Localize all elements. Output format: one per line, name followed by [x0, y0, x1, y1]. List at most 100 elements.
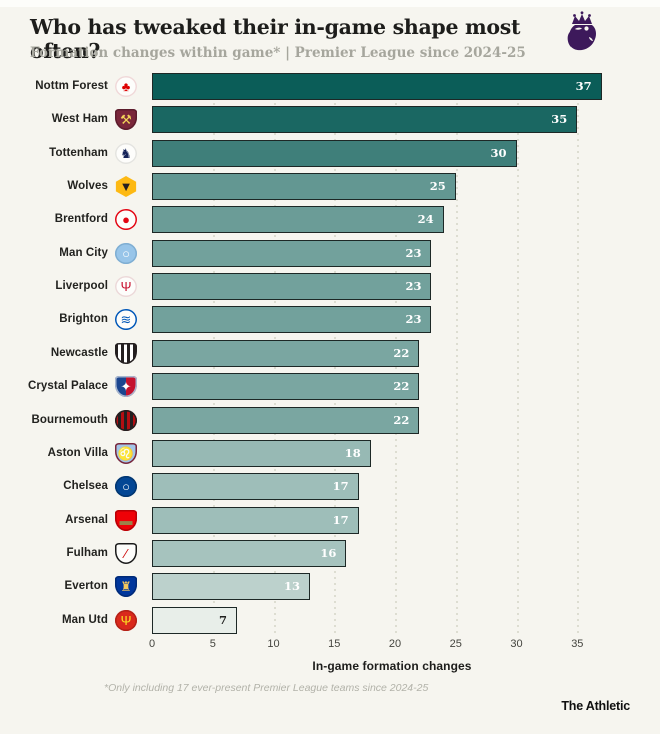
team-row: Everton ♜ 13 [0, 573, 660, 601]
x-tick-10: 10 [267, 638, 280, 650]
bar: 17 [152, 473, 359, 501]
bar: 22 [152, 339, 420, 367]
top-strip [0, 0, 660, 7]
team-crest-icon: Ψ [115, 609, 137, 631]
bar-value-label: 17 [332, 512, 349, 527]
team-label: Brighton [59, 313, 108, 326]
crest-glyph: ○ [122, 245, 130, 261]
crest-glyph: ∕ [124, 545, 128, 561]
team-label: Nottm Forest [35, 80, 108, 92]
bar-value-label: 7 [219, 612, 228, 627]
the-athletic-logo: The Athletic [561, 699, 630, 713]
bar: 23 [152, 239, 432, 267]
crest-glyph: ♌ [117, 445, 135, 461]
x-tick-35: 35 [571, 638, 584, 650]
team-row: Brentford ● 24 [0, 206, 660, 234]
team-row: Man City ○ 23 [0, 239, 660, 267]
x-tick-25: 25 [449, 638, 462, 650]
bar-value-label: 23 [405, 245, 422, 260]
crest-glyph: ● [122, 212, 130, 228]
bar: 16 [152, 539, 347, 567]
team-crest-icon: ≋ [115, 309, 137, 331]
bar: 35 [152, 106, 578, 134]
team-label: Chelsea [63, 480, 108, 493]
team-row: West Ham ⚒ 35 [0, 106, 660, 134]
bar: 23 [152, 306, 432, 334]
team-label: Newcastle [50, 346, 108, 359]
bar: 23 [152, 273, 432, 301]
team-label: Man City [59, 246, 108, 259]
chart-subtitle: Formation changes within game* | Premier… [30, 45, 526, 61]
crest-glyph: ♞ [120, 145, 132, 161]
team-crest-icon: ○ [115, 242, 137, 264]
bar: 18 [152, 439, 371, 467]
team-label: Arsenal [65, 513, 108, 526]
bar-value-label: 23 [405, 312, 422, 327]
bar: 25 [152, 173, 456, 201]
bar: 30 [152, 139, 517, 167]
team-label: Brentford [54, 213, 108, 226]
bar-value-label: 23 [405, 279, 422, 294]
chart-title: Who has tweaked their in-game shape most… [30, 15, 521, 63]
x-axis-label: In-game formation changes [312, 659, 472, 673]
bar-value-label: 25 [429, 179, 446, 194]
bar-value-label: 13 [283, 579, 300, 594]
x-tick-0: 0 [148, 638, 156, 650]
bar: 22 [152, 373, 420, 401]
team-label: Everton [64, 580, 108, 593]
bar: 22 [152, 406, 420, 434]
team-row: Liverpool Ψ 23 [0, 273, 660, 301]
bar-value-label: 24 [417, 212, 434, 227]
team-label: Fulham [66, 546, 108, 559]
team-row: Man Utd Ψ 7 [0, 606, 660, 634]
bar: 24 [152, 206, 444, 234]
team-label: Aston Villa [47, 446, 108, 459]
team-label: Man Utd [61, 613, 108, 626]
crest-glyph: ✦ [120, 379, 132, 395]
chart-rows: Nottm Forest ♣ 37 West Ham ⚒ 35 Tottenha… [0, 73, 660, 634]
x-axis-ticks: 0 5 10 15 20 25 30 35 [0, 638, 660, 652]
team-row: Tottenham ♞ 30 [0, 139, 660, 167]
team-label: West Ham [51, 113, 108, 126]
team-crest-icon: ♌ [115, 442, 137, 464]
crest-glyph: ♜ [120, 579, 132, 595]
team-crest-icon: ♞ [115, 142, 137, 164]
bar-value-label: 18 [344, 445, 361, 460]
crest-glyph: Ψ [120, 279, 132, 295]
team-label: Wolves [67, 180, 108, 193]
team-crest-icon: ● [115, 209, 137, 231]
team-crest-icon: ○ [115, 476, 137, 498]
team-crest-icon [115, 342, 137, 364]
team-crest-icon: ▼ [115, 176, 137, 198]
x-tick-15: 15 [328, 638, 341, 650]
footnote: *Only including 17 ever-present Premier … [104, 682, 429, 694]
team-crest-icon [115, 409, 137, 431]
team-crest-icon: ∕ [115, 542, 137, 564]
team-crest-icon: ✦ [115, 376, 137, 398]
team-row: Nottm Forest ♣ 37 [0, 73, 660, 100]
team-row: Wolves ▼ 25 [0, 173, 660, 201]
crest-glyph: ○ [122, 479, 130, 495]
team-crest-icon: ♜ [115, 576, 137, 598]
team-row: Chelsea ○ 17 [0, 473, 660, 501]
crest-glyph: ▼ [119, 179, 133, 195]
team-label: Bournemouth [31, 413, 108, 426]
bar: 17 [152, 506, 359, 534]
crest-glyph: ⚒ [120, 112, 132, 128]
bar: 37 [152, 73, 602, 100]
team-row: Fulham ∕ 16 [0, 539, 660, 567]
team-crest-icon: ♣ [115, 76, 137, 97]
bar-value-label: 37 [575, 79, 592, 93]
bar-value-label: 22 [393, 379, 410, 394]
team-crest-icon: Ψ [115, 276, 137, 298]
team-row: Bournemouth 22 [0, 406, 660, 434]
bar-value-label: 22 [393, 412, 410, 427]
bar-value-label: 35 [551, 112, 568, 127]
premier-league-lion-logo [567, 11, 596, 51]
x-tick-5: 5 [209, 638, 216, 650]
team-row: Arsenal ▬ 17 [0, 506, 660, 534]
bar-value-label: 22 [393, 345, 410, 360]
bar-value-label: 16 [320, 545, 337, 560]
bar: 13 [152, 573, 310, 601]
bar-value-label: 17 [332, 479, 349, 494]
